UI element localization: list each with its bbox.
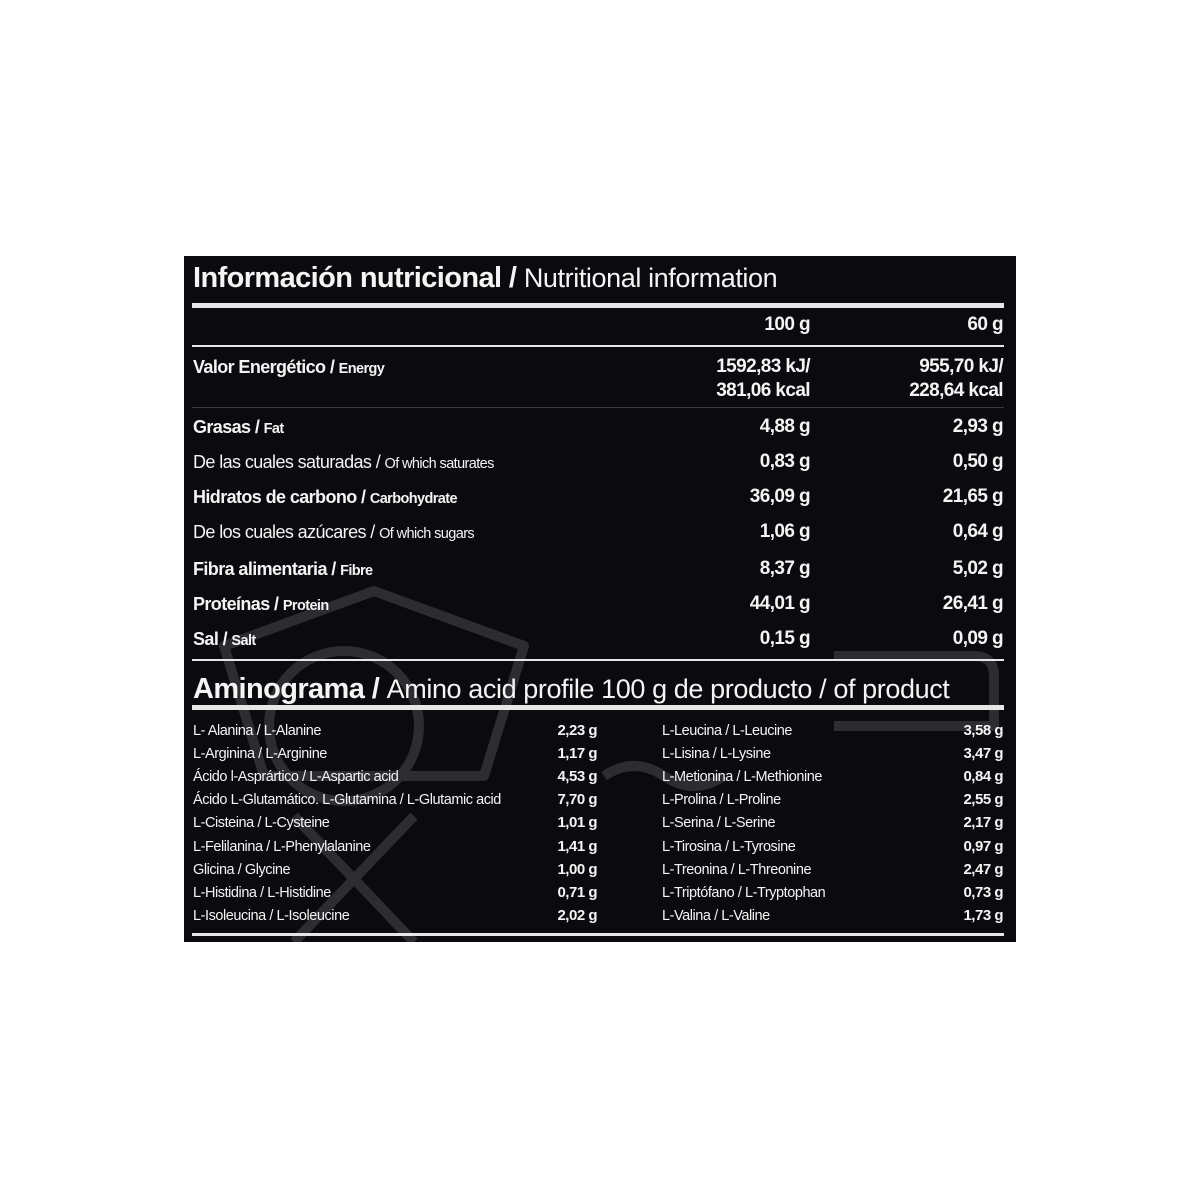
amino-acid-value: 4,53 g	[557, 768, 597, 786]
title-es: Aminograma /	[193, 673, 380, 705]
amino-acid-value: 7,70 g	[557, 791, 597, 809]
nutrient-name-en: Carbohydrate	[369, 491, 458, 507]
nutrient-value-60g: 2,93 g	[952, 416, 1004, 437]
amino-acid-name: L-Histidina / L-Histidine	[193, 884, 331, 901]
amino-acid-name: L-Prolina / L-Proline	[662, 792, 781, 809]
nutrient-value-100g: 4,88 g	[759, 416, 811, 437]
aminogram-title: Aminograma / Amino acid profile 100 g de…	[193, 669, 950, 709]
amino-acid-name: L-Cisteina / L-Cysteine	[193, 815, 330, 832]
nutrient-value-60g: 0,50 g	[952, 451, 1004, 472]
column-header-60g: 60 g	[967, 314, 1003, 335]
nutrient-value-60g: 955,70 kJ/ 228,64 kcal	[909, 356, 1003, 401]
divider	[192, 407, 1004, 408]
amino-acid-value: 2,47 g	[963, 860, 1003, 878]
amino-acid-name: Ácido L-Glutamático. L-Glutamina / L-Glu…	[193, 792, 501, 809]
nutrient-value-100g: 0,15 g	[759, 628, 811, 649]
nutrient-label: De las cuales saturadas / Of which satur…	[193, 450, 494, 476]
nutrient-name-en: Protein	[282, 598, 329, 614]
nutrient-value-60g: 26,41 g	[942, 593, 1004, 614]
amino-acid-name: Glicina / Glycine	[193, 861, 291, 878]
amino-acid-value: 3,47 g	[963, 745, 1003, 763]
title-en: Amino acid profile 100 g de producto / o…	[386, 674, 950, 704]
nutrient-name-en: Fibre	[340, 563, 373, 579]
nutrient-value-60g: 21,65 g	[942, 486, 1004, 507]
amino-acid-name: L-Leucina / L-Leucine	[662, 723, 793, 739]
amino-acid-value: 1,01 g	[557, 814, 597, 832]
nutrient-name-en: Of which sugars	[379, 526, 475, 542]
amino-acid-name: L-Lisina / L-Lysine	[662, 746, 771, 763]
amino-acid-value: 1,17 g	[557, 745, 597, 763]
nutrient-name-en: Of which saturates	[384, 456, 495, 472]
nutrient-name-en: Energy	[338, 361, 385, 377]
nutrition-title: Información nutricional / Nutritional in…	[193, 258, 778, 298]
nutrient-value-60g: 0,64 g	[952, 521, 1004, 542]
amino-acid-value: 3,58 g	[963, 722, 1003, 739]
amino-acid-value: 2,02 g	[557, 906, 597, 924]
nutrient-value-60g: 5,02 g	[952, 558, 1004, 579]
nutrient-name-es: De las cuales saturadas /	[193, 452, 385, 472]
nutrient-value-100g: 8,37 g	[759, 558, 811, 579]
nutrient-name-en: Salt	[231, 633, 256, 649]
divider	[192, 303, 1004, 308]
amino-acid-value: 1,73 g	[963, 906, 1003, 924]
nutrient-name-es: Grasas /	[193, 417, 264, 437]
nutrient-name-es: De los cuales azúcares /	[193, 522, 380, 542]
title-en: Nutritional information	[523, 263, 778, 293]
divider	[192, 705, 1004, 710]
amino-acid-value: 2,55 g	[963, 791, 1003, 809]
nutrient-value-100g: 36,09 g	[749, 486, 811, 507]
column-header-100g: 100 g	[764, 314, 810, 335]
nutrient-value-100g: 44,01 g	[749, 593, 811, 614]
amino-acid-value: 1,41 g	[557, 837, 597, 855]
nutrient-value-100g: 1592,83 kJ/ 381,06 kcal	[716, 356, 810, 401]
amino-acid-value: 0,84 g	[963, 768, 1003, 786]
amino-acid-name: L-Treonina / L-Threonine	[662, 861, 812, 878]
nutrient-name-es: Sal /	[193, 629, 232, 649]
amino-acid-value: 2,17 g	[963, 814, 1003, 832]
amino-acid-name: L-Serina / L-Serine	[662, 815, 776, 832]
nutrient-label: Valor Energético / Energy	[193, 355, 385, 381]
nutrition-label: Información nutricional / Nutritional in…	[184, 256, 1016, 942]
title-es: Información nutricional /	[193, 262, 517, 294]
amino-acid-name: L-Felilanina / L-Phenylalanine	[193, 838, 371, 855]
nutrient-name-es: Hidratos de carbono /	[193, 487, 370, 507]
amino-acid-name: L-Tirosina / L-Tyrosine	[662, 838, 796, 855]
divider	[192, 933, 1004, 936]
amino-acid-value: 0,71 g	[557, 883, 597, 901]
divider	[192, 345, 1004, 347]
amino-acid-name: L-Isoleucina / L-Isoleucine	[193, 907, 350, 924]
amino-acid-name: Ácido l-Asprártico / L-Aspartic acid	[193, 769, 399, 786]
nutrient-value-100g: 1,06 g	[759, 521, 811, 542]
nutrient-name-es: Valor Energético /	[193, 357, 339, 377]
amino-acid-name: L-Metionina / L-Methionine	[662, 769, 822, 786]
amino-acid-value: 0,73 g	[963, 883, 1003, 901]
nutrient-label: Fibra alimentaria / Fibre	[193, 557, 373, 583]
nutrient-value-60g: 0,09 g	[952, 628, 1004, 649]
nutrient-label: Grasas / Fat	[193, 415, 284, 441]
amino-acid-name: L-Arginina / L-Arginine	[193, 746, 327, 763]
amino-acid-value: 2,23 g	[557, 722, 597, 739]
nutrient-name-es: Proteínas /	[193, 594, 283, 614]
amino-acid-value: 0,97 g	[963, 837, 1003, 855]
amino-acid-name: L- Alanina / L-Alanine	[193, 723, 321, 739]
amino-acid-value: 1,00 g	[557, 860, 597, 878]
nutrient-label: Proteínas / Protein	[193, 592, 329, 618]
nutrient-name-en: Fat	[263, 421, 285, 437]
amino-acid-name: L-Triptófano / L-Tryptophan	[662, 884, 826, 901]
amino-acid-name: L-Valina / L-Valine	[662, 907, 770, 924]
nutrient-name-es: Fibra alimentaria /	[193, 559, 341, 579]
divider	[192, 659, 1004, 661]
nutrient-label: Sal / Salt	[193, 627, 256, 653]
nutrient-label: De los cuales azúcares / Of which sugars	[193, 520, 475, 546]
nutrient-value-100g: 0,83 g	[759, 451, 811, 472]
nutrient-label: Hidratos de carbono / Carbohydrate	[193, 485, 458, 511]
